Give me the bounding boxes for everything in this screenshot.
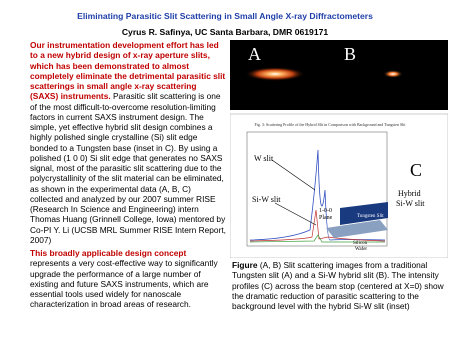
body-text: Our instrumentation development effort h… — [30, 40, 226, 313]
highlight: This broadly applicable design concept — [30, 248, 187, 258]
highlight: Our instrumentation development effort h… — [30, 40, 226, 102]
annotation: Silicon — [353, 241, 368, 246]
paragraph: Our instrumentation development effort h… — [30, 40, 226, 245]
panel-label: C — [410, 160, 422, 180]
annotation: Plane — [319, 215, 333, 221]
figure: A B Fig. 3: Scattering Profile of the Hy… — [230, 40, 448, 258]
title: Eliminating Parasitic Slit Scattering in… — [77, 11, 373, 21]
annotation: Si-W slit — [396, 199, 425, 208]
annotation: Hybrid — [398, 189, 421, 198]
glow — [383, 70, 403, 78]
pointer — [274, 202, 317, 226]
inset-wafer — [326, 220, 388, 238]
curve — [249, 149, 386, 241]
annotation: Wafer — [355, 247, 367, 252]
inset-slit — [340, 202, 388, 225]
annotation: 1-0-0 — [319, 208, 332, 214]
annotation: W slit — [254, 154, 274, 163]
author: Cyrus R. Safinya, UC Santa Barbara, DMR … — [121, 27, 329, 37]
text: represents a very cost-effective way to … — [30, 258, 218, 310]
caption-lead: Figure — [232, 260, 258, 270]
paragraph: This broadly applicable design concept r… — [30, 248, 226, 310]
chart-title: Fig. 3: Scattering Profile of the Hybrid… — [255, 122, 407, 127]
panel-label: A — [248, 44, 261, 64]
caption: Figure (A, B) Slit scattering images fro… — [232, 260, 444, 311]
caption-text: (A, B) Slit scattering images from a tra… — [232, 260, 444, 311]
text: Parasitic slit scattering is one of the … — [30, 91, 226, 245]
annotation: Si-W slit — [252, 195, 281, 204]
panel-label: B — [344, 44, 356, 64]
pointer — [271, 159, 316, 191]
curve — [249, 209, 386, 242]
curve — [249, 234, 385, 243]
glow — [245, 67, 305, 81]
annotation: Tungsten Slit — [357, 214, 384, 219]
